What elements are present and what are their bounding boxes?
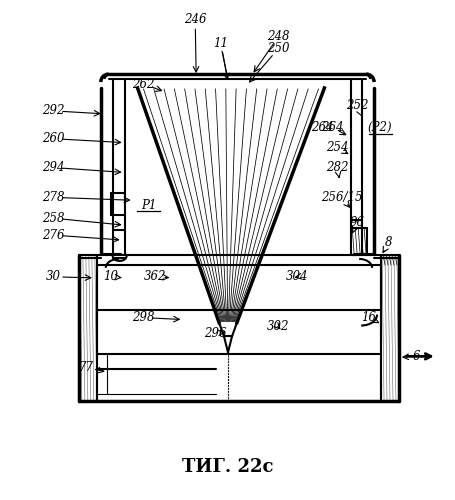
Text: 296: 296 [204,327,226,340]
Text: 264: 264 [321,122,344,134]
Text: 10: 10 [103,270,118,283]
Text: 304: 304 [286,270,309,283]
Text: 11: 11 [213,37,228,50]
Text: 256/15: 256/15 [321,191,362,204]
Text: 246: 246 [184,13,207,26]
Text: ΤИГ. 22c: ΤИГ. 22c [182,458,274,475]
Text: 294: 294 [42,161,64,174]
Text: 258: 258 [42,212,64,224]
Text: 8: 8 [385,236,393,248]
Text: 16: 16 [362,311,377,324]
Text: 77: 77 [78,361,93,374]
Text: 264: 264 [311,122,334,134]
Text: P1: P1 [141,199,156,212]
Text: 6: 6 [413,350,420,363]
Text: 252: 252 [346,100,369,112]
Text: 254: 254 [326,141,349,154]
Text: 248: 248 [268,30,290,43]
Text: 250: 250 [268,42,290,54]
Text: 292: 292 [42,104,64,118]
Text: 96: 96 [350,216,365,228]
Text: 298: 298 [132,311,155,324]
Text: 260: 260 [42,132,64,145]
Text: 276: 276 [42,228,64,241]
Text: 278: 278 [42,191,64,204]
Text: 282: 282 [326,161,349,174]
Text: 262: 262 [132,78,155,90]
Text: 362: 362 [144,270,167,283]
Text: 302: 302 [267,320,289,333]
Text: (P2): (P2) [367,122,392,134]
Text: 30: 30 [46,270,61,283]
